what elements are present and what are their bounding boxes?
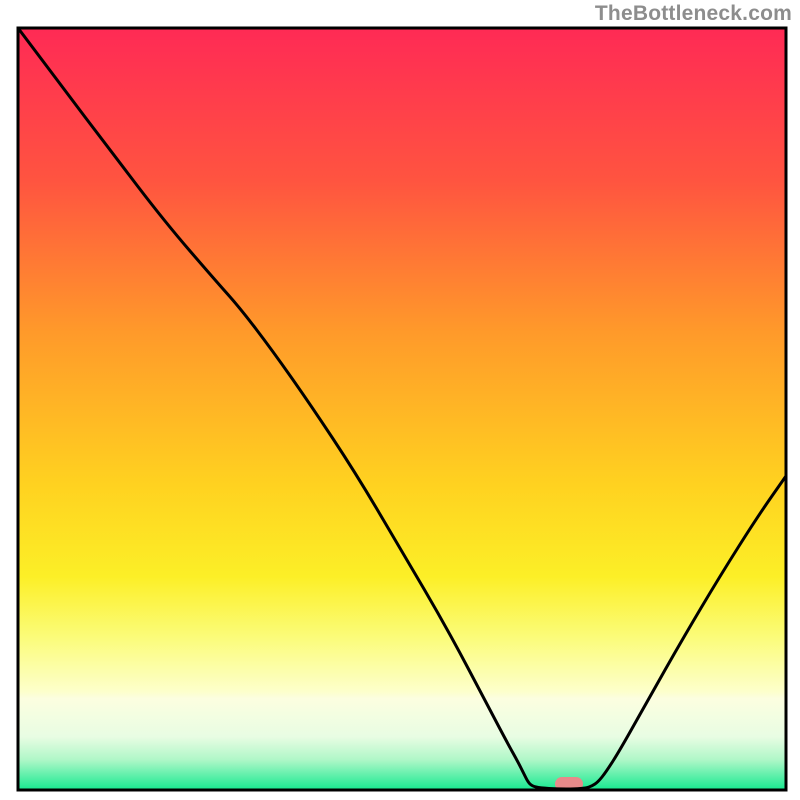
bottleneck-chart — [0, 0, 800, 800]
chart-stage: TheBottleneck.com — [0, 0, 800, 800]
watermark-text: TheBottleneck.com — [595, 2, 792, 26]
gradient-background — [18, 28, 786, 790]
